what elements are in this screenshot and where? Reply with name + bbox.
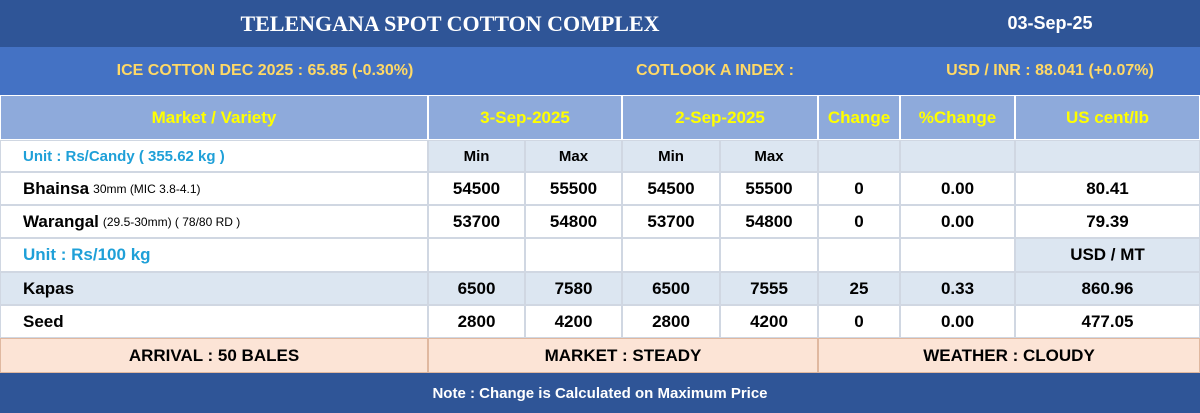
column-header: Market / Variety: [0, 95, 428, 140]
value-cell: 54800: [525, 205, 622, 238]
empty-cell: [1015, 140, 1200, 172]
variety-name: Bhainsa: [23, 178, 90, 198]
note: Note : Change is Calculated on Maximum P…: [0, 373, 1200, 413]
value-cell: 2800: [428, 305, 525, 338]
sub-header: Min: [428, 140, 525, 172]
column-header: Change: [818, 95, 900, 140]
column-header: US cent/lb: [1015, 95, 1200, 140]
usd-inr: USD / INR : 88.041 (+0.07%): [900, 47, 1200, 95]
empty-cell: [622, 238, 720, 272]
variety: Kapas: [0, 272, 428, 305]
variety: Warangal (29.5-30mm) ( 78/80 RD ): [0, 205, 428, 238]
value-cell: 0.00: [900, 205, 1015, 238]
value-cell: 53700: [428, 205, 525, 238]
value-cell: 0: [818, 305, 900, 338]
date: 03-Sep-25: [900, 0, 1200, 47]
sub-header: Max: [525, 140, 622, 172]
arrival: ARRIVAL : 50 BALES: [0, 338, 428, 373]
value-cell: 55500: [525, 172, 622, 205]
empty-cell: [818, 140, 900, 172]
variety-spec: 30mm (MIC 3.8-4.1): [93, 181, 201, 196]
sub-header: Min: [622, 140, 720, 172]
value-cell: 54500: [622, 172, 720, 205]
empty-cell: [525, 238, 622, 272]
sub-header: Max: [720, 140, 818, 172]
value-cell: 0.00: [900, 305, 1015, 338]
variety-name: Warangal: [23, 211, 99, 231]
value-cell: 4200: [720, 305, 818, 338]
variety: Bhainsa 30mm (MIC 3.8-4.1): [0, 172, 428, 205]
value-cell: 54800: [720, 205, 818, 238]
value-cell: 0.33: [900, 272, 1015, 305]
empty-cell: [428, 238, 525, 272]
value-cell: 4200: [525, 305, 622, 338]
variety-spec: (29.5-30mm) ( 78/80 RD ): [102, 214, 241, 229]
column-header: 3-Sep-2025: [428, 95, 622, 140]
value-cell: 54500: [428, 172, 525, 205]
variety: Seed: [0, 305, 428, 338]
usd-mt-header: USD / MT: [1015, 238, 1200, 272]
value-cell: 80.41: [1015, 172, 1200, 205]
value-cell: 477.05: [1015, 305, 1200, 338]
value-cell: 55500: [720, 172, 818, 205]
market-status: MARKET : STEADY: [428, 338, 818, 373]
value-cell: 6500: [428, 272, 525, 305]
empty-cell: [818, 238, 900, 272]
value-cell: 7580: [525, 272, 622, 305]
unit-label: Unit : Rs/Candy ( 355.62 kg ): [0, 140, 428, 172]
unit-label: Unit : Rs/100 kg: [0, 238, 428, 272]
value-cell: 79.39: [1015, 205, 1200, 238]
value-cell: 0.00: [900, 172, 1015, 205]
value-cell: 53700: [622, 205, 720, 238]
value-cell: 6500: [622, 272, 720, 305]
value-cell: 7555: [720, 272, 818, 305]
empty-cell: [900, 238, 1015, 272]
ice-cotton: ICE COTTON DEC 2025 : 65.85 (-0.30%): [0, 47, 530, 95]
empty-cell: [720, 238, 818, 272]
value-cell: 2800: [622, 305, 720, 338]
column-header: 2-Sep-2025: [622, 95, 818, 140]
empty-cell: [900, 140, 1015, 172]
value-cell: 860.96: [1015, 272, 1200, 305]
value-cell: 25: [818, 272, 900, 305]
variety-name: Kapas: [23, 278, 75, 298]
value-cell: 0: [818, 172, 900, 205]
variety-name: Seed: [23, 311, 64, 331]
column-header: %Change: [900, 95, 1015, 140]
title: TELENGANA SPOT COTTON COMPLEX: [0, 0, 900, 47]
weather: WEATHER : CLOUDY: [818, 338, 1200, 373]
cotlook: COTLOOK A INDEX :: [530, 47, 900, 95]
value-cell: 0: [818, 205, 900, 238]
